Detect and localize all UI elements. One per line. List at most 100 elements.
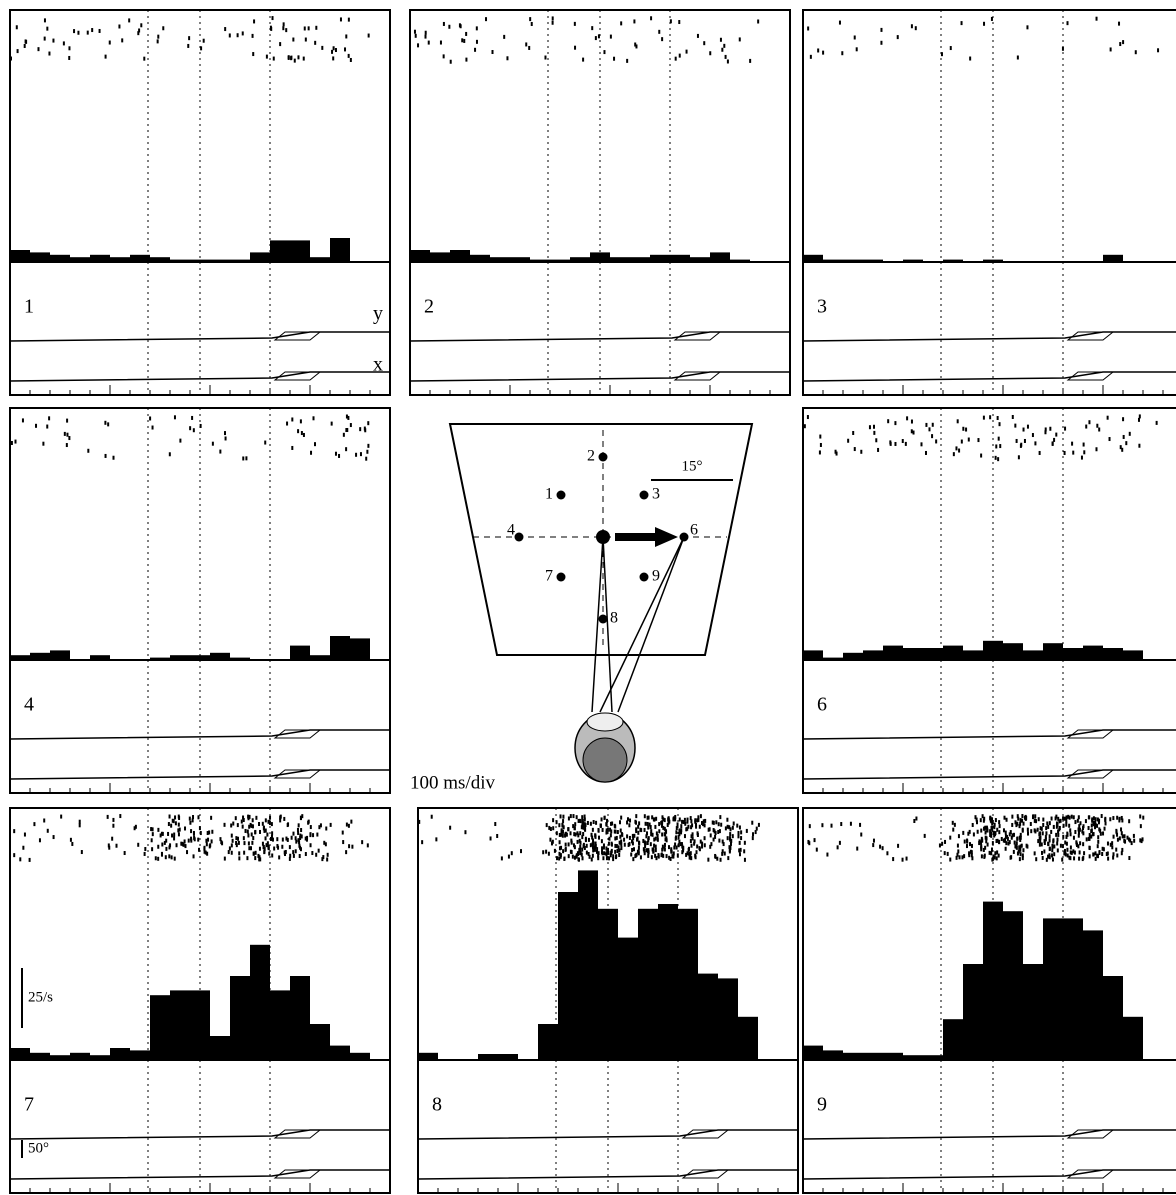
raster-tick: [112, 818, 114, 822]
raster-tick: [209, 843, 211, 847]
panel: 3: [803, 10, 1176, 395]
raster-tick: [450, 60, 452, 64]
raster-tick: [228, 850, 230, 854]
raster-tick: [682, 846, 684, 850]
raster-tick: [603, 50, 605, 54]
head: [575, 713, 635, 782]
raster-tick: [1053, 825, 1055, 829]
raster-tick: [1045, 831, 1047, 835]
raster-tick: [637, 825, 639, 829]
histogram-bar: [803, 255, 823, 262]
raster-tick: [654, 825, 656, 829]
raster-tick: [959, 855, 961, 859]
raster-tick: [24, 833, 26, 837]
raster-tick: [668, 845, 670, 849]
raster-tick: [1095, 817, 1097, 821]
raster-tick: [1047, 855, 1049, 859]
raster-tick: [151, 838, 153, 842]
raster-tick: [952, 821, 954, 825]
raster-tick: [620, 829, 622, 833]
raster-tick: [709, 827, 711, 831]
raster-tick: [1085, 425, 1087, 429]
raster-tick: [710, 833, 712, 837]
raster-tick: [584, 846, 586, 850]
raster-tick: [872, 843, 874, 847]
raster-tick: [859, 823, 861, 827]
raster-tick: [161, 852, 163, 856]
raster-tick: [364, 428, 366, 432]
raster-tick: [700, 814, 702, 818]
sight-line: [618, 537, 684, 712]
raster-tick: [1053, 438, 1055, 442]
raster-tick: [44, 37, 46, 41]
raster-tick: [920, 442, 922, 446]
raster-tick: [248, 816, 250, 820]
raster-tick: [192, 818, 194, 822]
raster-tick: [170, 824, 172, 828]
raster-tick: [595, 36, 597, 40]
raster-tick: [556, 856, 558, 860]
raster-tick: [237, 33, 239, 37]
raster-tick: [189, 426, 191, 430]
raster-tick: [305, 38, 307, 42]
histogram-bar: [290, 976, 310, 1060]
raster-tick: [610, 833, 612, 837]
raster-tick: [231, 843, 233, 847]
raster-tick: [955, 446, 957, 450]
raster-tick: [1011, 815, 1013, 819]
target: [515, 533, 524, 542]
raster-tick: [661, 833, 663, 837]
raster-tick: [1005, 831, 1007, 835]
raster-tick: [969, 842, 971, 846]
raster-tick: [251, 841, 253, 845]
raster-tick: [608, 856, 610, 860]
raster-tick: [464, 830, 466, 834]
raster-tick: [644, 814, 646, 818]
raster-tick: [1053, 852, 1055, 856]
raster-tick: [620, 816, 622, 820]
raster-tick: [949, 836, 951, 840]
raster-tick: [367, 843, 369, 847]
raster-tick: [658, 829, 660, 833]
raster-tick: [303, 433, 305, 437]
raster-tick: [140, 23, 142, 27]
raster-tick: [415, 34, 417, 38]
raster-tick: [246, 856, 248, 860]
histogram-bar: [1103, 648, 1123, 660]
raster-tick: [190, 837, 192, 841]
raster-tick: [1012, 415, 1014, 419]
raster-tick: [571, 841, 573, 845]
raster-tick: [657, 838, 659, 842]
raster-tick: [998, 830, 1000, 834]
raster-tick: [880, 41, 882, 45]
raster-tick: [961, 21, 963, 25]
eye-trace: [418, 1130, 798, 1139]
raster-tick: [312, 833, 314, 837]
raster-tick: [361, 840, 363, 844]
raster-tick: [1083, 824, 1085, 828]
raster-tick: [662, 845, 664, 849]
raster-tick: [1109, 437, 1111, 441]
raster-tick: [1005, 834, 1007, 838]
raster-tick: [718, 839, 720, 843]
raster-tick: [552, 16, 554, 20]
raster-tick: [1083, 450, 1085, 454]
raster-tick: [242, 815, 244, 819]
panel: 4: [10, 408, 390, 793]
raster-tick: [531, 22, 533, 26]
raster-tick: [653, 838, 655, 842]
raster-tick: [604, 851, 606, 855]
raster-tick: [635, 44, 637, 48]
raster-tick: [463, 39, 465, 43]
raster-tick: [567, 827, 569, 831]
raster-tick: [1067, 815, 1069, 819]
raster-tick: [237, 823, 239, 827]
raster-tick: [980, 454, 982, 458]
raster-tick: [653, 844, 655, 848]
histogram-bar: [598, 909, 618, 1060]
raster-tick: [1093, 816, 1095, 820]
raster-tick: [520, 849, 522, 853]
raster-tick: [675, 835, 677, 839]
histogram-bar: [738, 1017, 758, 1060]
raster-tick: [704, 843, 706, 847]
